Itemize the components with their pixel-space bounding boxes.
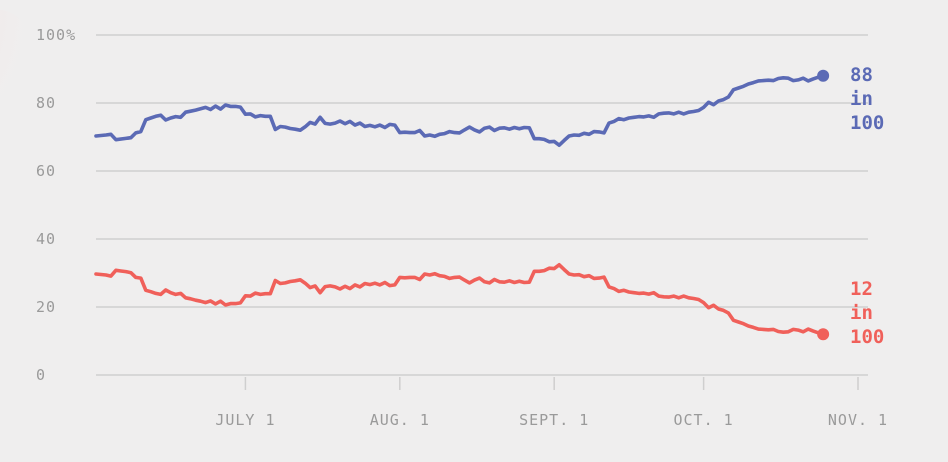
y-tick-label-60: 60	[36, 162, 56, 180]
end-label-clinton: 100	[850, 112, 884, 134]
series-line-clinton	[94, 74, 825, 147]
end-point-trump	[817, 328, 830, 341]
background-glow	[0, 10, 40, 150]
end-label-clinton: 88	[850, 64, 873, 86]
x-tick-label: OCT. 1	[674, 411, 734, 429]
series-lines	[94, 69, 830, 341]
gridlines	[96, 34, 868, 376]
end-label-trump: 12	[850, 278, 873, 300]
y-tick-label-20: 20	[36, 298, 56, 316]
x-tick-label: JULY 1	[215, 411, 275, 429]
end-point-clinton	[817, 69, 830, 82]
x-axis: JULY 1 AUG. 1 SEPT. 1 OCT. 1 NOV. 1	[215, 377, 888, 429]
y-tick-label-100: 100%	[36, 26, 76, 44]
x-tick-label: NOV. 1	[828, 411, 888, 429]
x-tick-label: AUG. 1	[370, 411, 430, 429]
y-tick-label-0: 0	[36, 366, 46, 384]
y-axis: 0 20 40 60 80 100%	[36, 26, 76, 384]
end-label-trump: 100	[850, 326, 884, 348]
y-tick-label-40: 40	[36, 230, 56, 248]
end-label-trump: in	[850, 302, 873, 324]
end-label-clinton: in	[850, 88, 873, 110]
y-tick-label-80: 80	[36, 94, 56, 112]
x-tick-label: SEPT. 1	[519, 411, 589, 429]
series-line-trump	[94, 263, 825, 336]
